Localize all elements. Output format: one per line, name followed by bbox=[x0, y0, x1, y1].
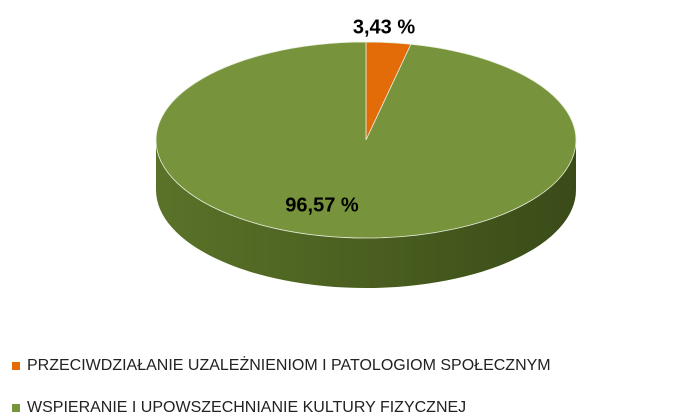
pie-slice bbox=[155, 41, 577, 239]
legend-label: WSPIERANIE I UPOWSZECHNIANIE KULTURY FIZ… bbox=[27, 399, 466, 416]
data-label: 3,43 % bbox=[353, 16, 415, 38]
legend-swatch bbox=[12, 404, 20, 412]
legend-swatch bbox=[12, 362, 20, 370]
legend-label: PRZECIWDZIAŁANIE UZALEŻNIENIOM I PATOLOG… bbox=[27, 355, 551, 374]
pie-side bbox=[156, 140, 576, 288]
data-label: 96,57 % bbox=[285, 194, 359, 216]
